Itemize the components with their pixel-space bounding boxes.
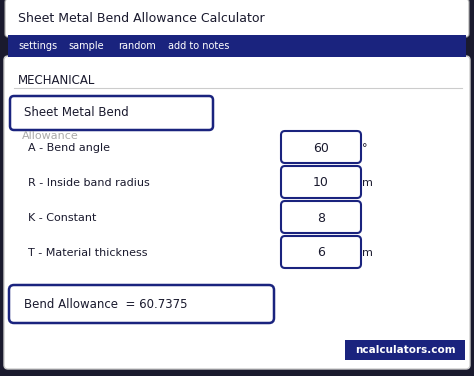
Text: °: ° (362, 143, 367, 153)
Text: settings: settings (18, 41, 57, 51)
Text: Allowance: Allowance (22, 131, 79, 141)
Text: random: random (118, 41, 156, 51)
Text: Sheet Metal Bend: Sheet Metal Bend (24, 106, 129, 120)
Text: K - Constant: K - Constant (28, 213, 96, 223)
Text: MECHANICAL: MECHANICAL (18, 73, 95, 86)
Text: R - Inside band radius: R - Inside band radius (28, 178, 150, 188)
Text: 10: 10 (313, 176, 329, 190)
Text: add to notes: add to notes (168, 41, 229, 51)
FancyBboxPatch shape (10, 96, 213, 130)
Text: T - Material thickness: T - Material thickness (28, 248, 147, 258)
Text: 8: 8 (317, 211, 325, 224)
Text: 6: 6 (317, 247, 325, 259)
FancyBboxPatch shape (281, 131, 361, 163)
Text: 60: 60 (313, 141, 329, 155)
FancyBboxPatch shape (8, 35, 466, 57)
FancyBboxPatch shape (9, 285, 274, 323)
FancyBboxPatch shape (281, 166, 361, 198)
Text: Sheet Metal Bend Allowance Calculator: Sheet Metal Bend Allowance Calculator (18, 12, 264, 24)
FancyBboxPatch shape (345, 340, 465, 360)
FancyBboxPatch shape (281, 236, 361, 268)
FancyBboxPatch shape (4, 56, 470, 369)
FancyBboxPatch shape (281, 201, 361, 233)
Text: ncalculators.com: ncalculators.com (355, 345, 456, 355)
Text: A - Bend angle: A - Bend angle (28, 143, 110, 153)
Text: Bend Allowance  = 60.7375: Bend Allowance = 60.7375 (24, 297, 188, 311)
Text: sample: sample (68, 41, 104, 51)
Text: m: m (362, 178, 373, 188)
Text: m: m (362, 248, 373, 258)
FancyBboxPatch shape (5, 0, 469, 37)
